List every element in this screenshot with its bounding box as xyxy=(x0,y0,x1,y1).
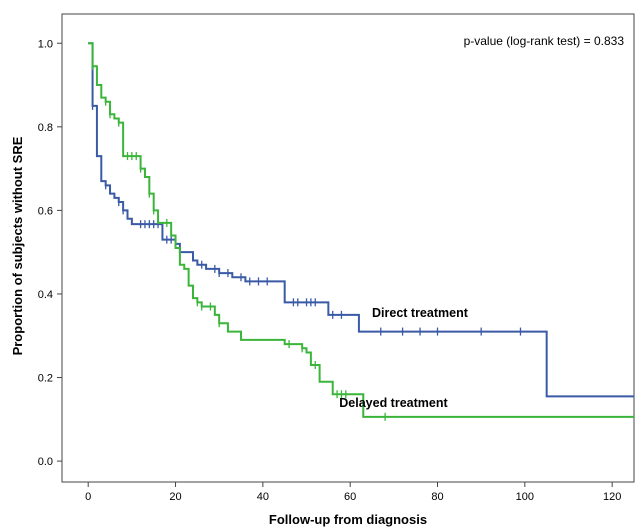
y-tick-label: 0.2 xyxy=(38,373,53,385)
series-group xyxy=(88,42,634,421)
series-label-group: Direct treatment Delayed treatment xyxy=(339,306,468,410)
y-tick-label: 1.0 xyxy=(38,38,53,50)
x-tick-label: 40 xyxy=(257,491,269,503)
x-axis-title: Follow-up from diagnosis xyxy=(269,512,427,527)
x-tick-label: 20 xyxy=(169,491,181,503)
direct-treatment-line xyxy=(88,42,634,398)
x-tick-label: 0 xyxy=(85,491,91,503)
tick-group: 0 20 40 60 80 100 120 0.0 0.2 0.4 0.6 0.8 1.0 xyxy=(38,38,622,503)
delayed-treatment-label: Delayed treatment xyxy=(339,396,448,410)
x-tick-label: 120 xyxy=(603,491,621,503)
x-tick-label: 60 xyxy=(344,491,356,503)
x-tick-label: 80 xyxy=(431,491,443,503)
x-tick-label: 100 xyxy=(516,491,534,503)
y-tick-label: 0.8 xyxy=(38,122,53,134)
y-tick-label: 0.4 xyxy=(38,289,53,301)
plot-frame xyxy=(61,13,635,483)
y-axis-title: Proportion of subjects without SRE xyxy=(10,136,25,355)
delayed-treatment-line xyxy=(88,42,634,418)
y-tick-label: 0.0 xyxy=(38,456,53,468)
y-tick-label: 0.6 xyxy=(38,205,53,217)
direct-treatment-label: Direct treatment xyxy=(372,306,469,320)
pvalue-annotation: p-value (log-rank test) = 0.833 xyxy=(464,34,625,48)
